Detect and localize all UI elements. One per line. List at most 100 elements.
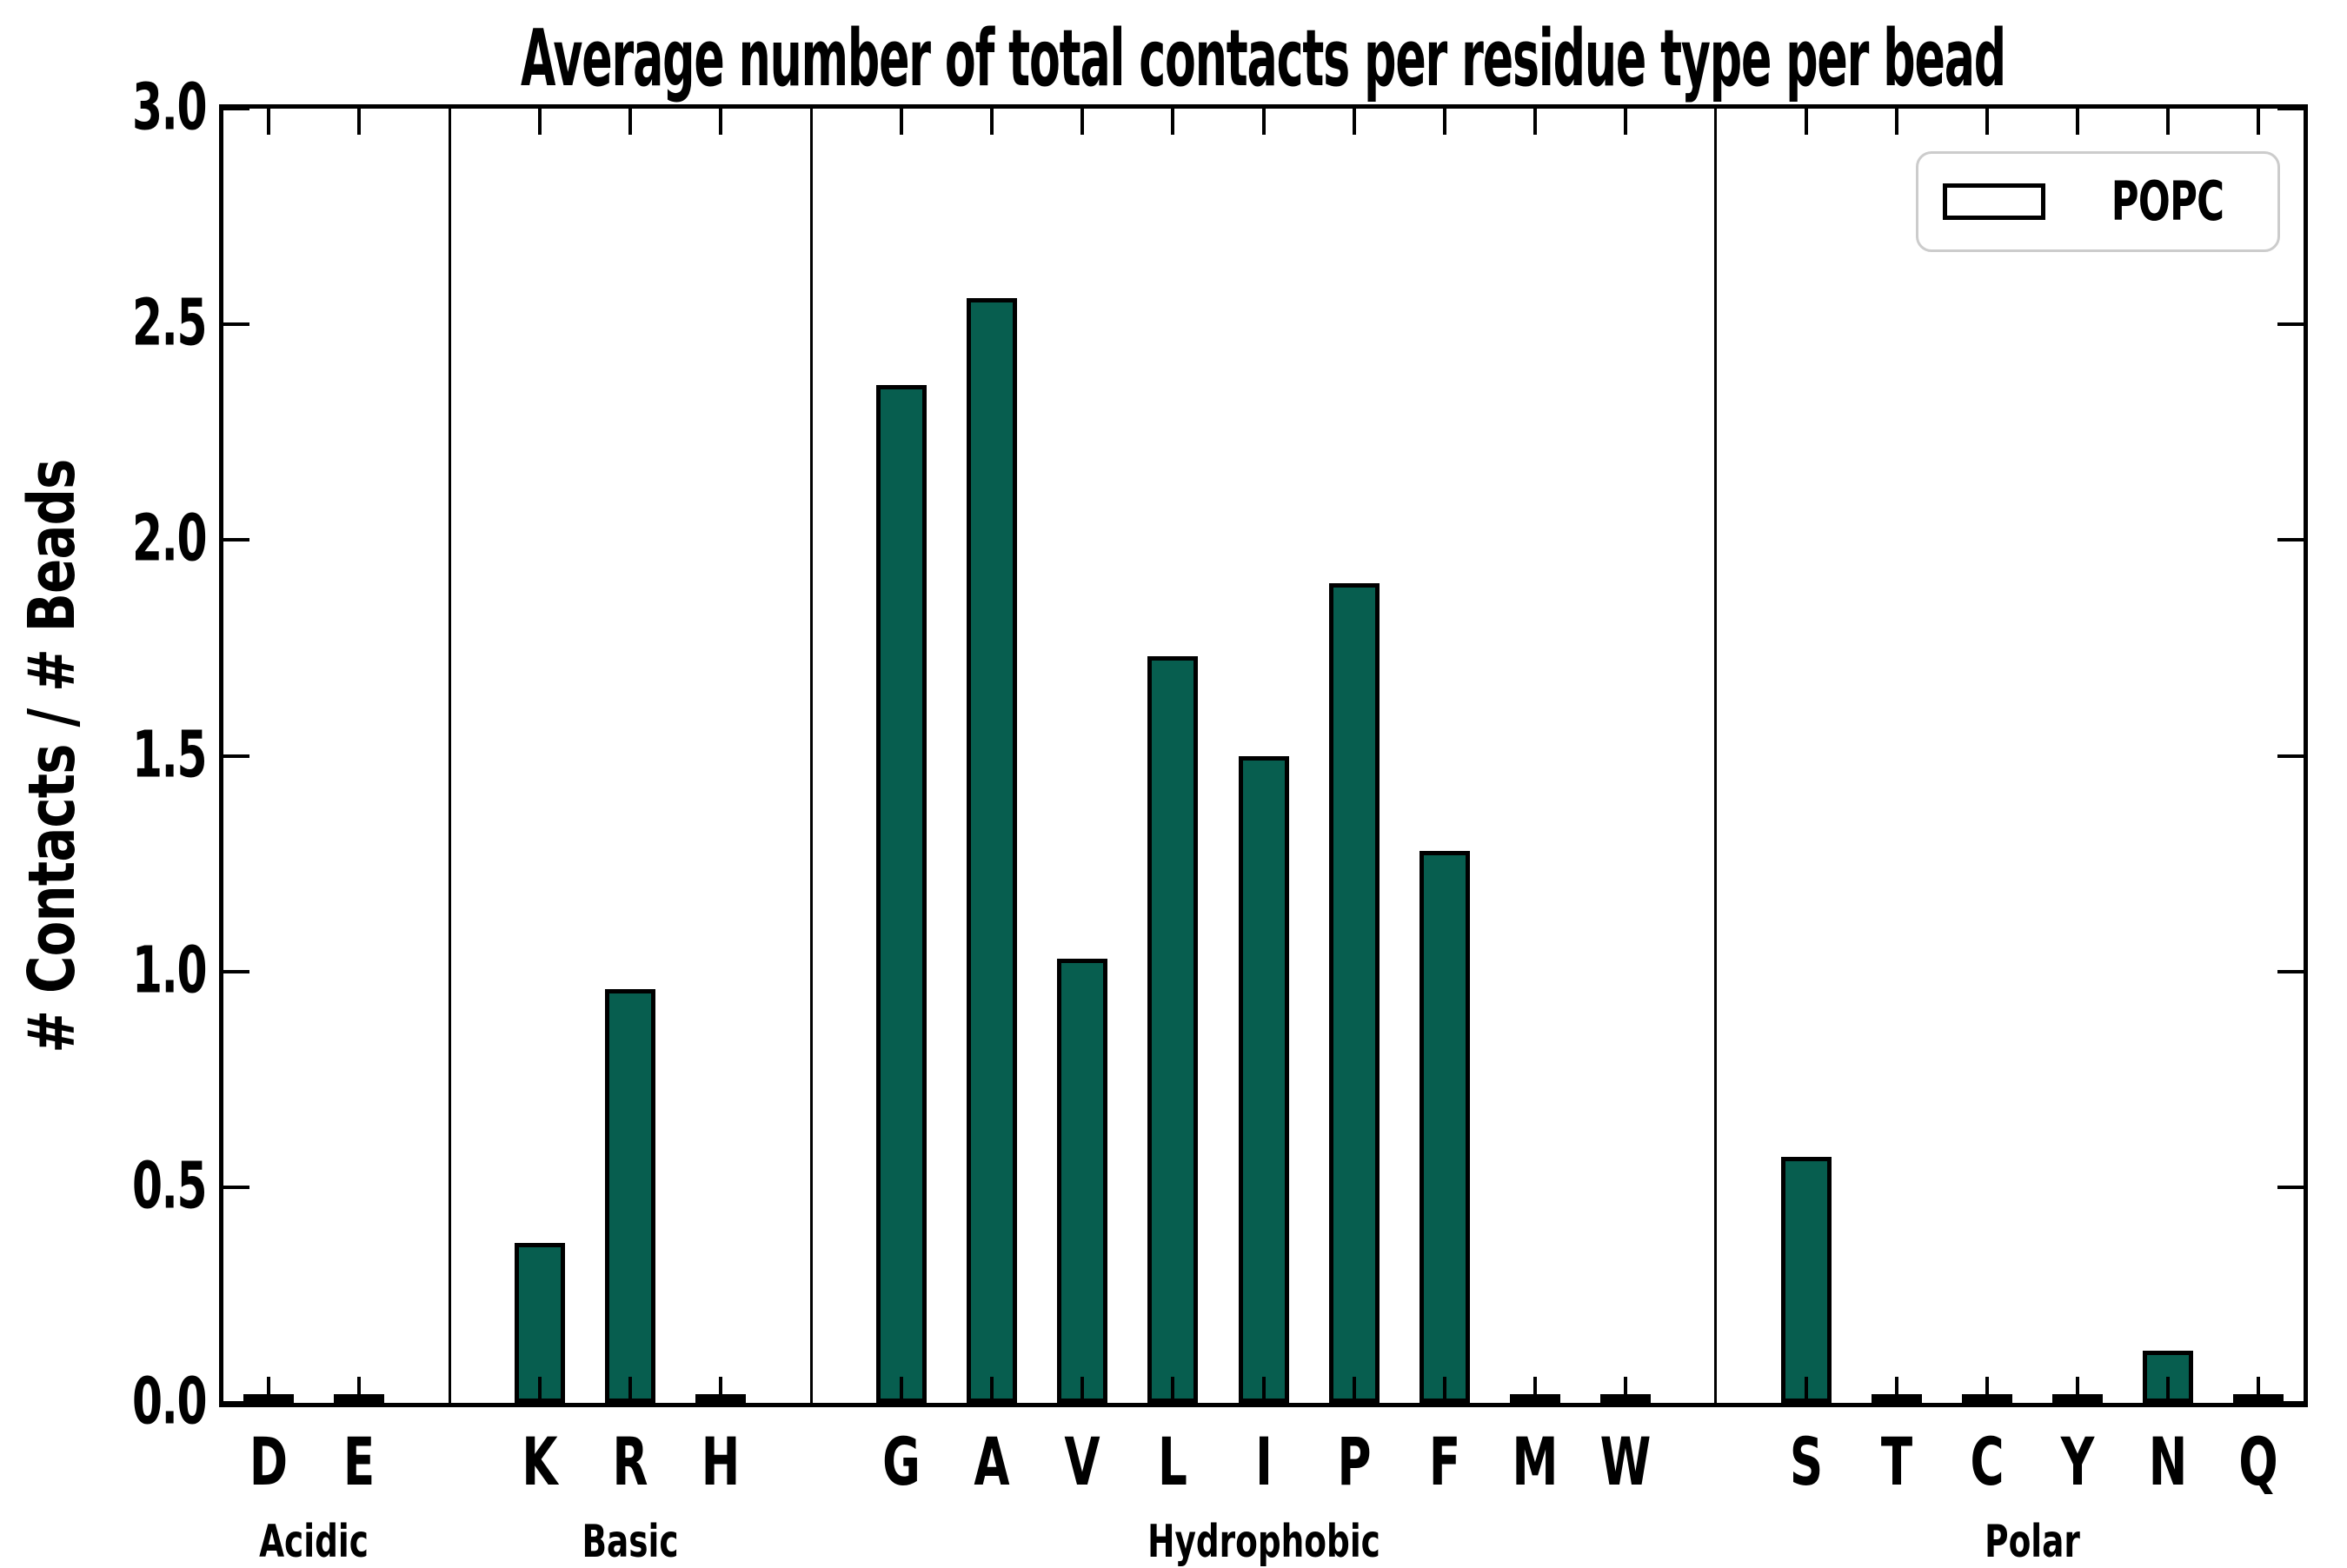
x-tick-top-V bbox=[1080, 109, 1085, 135]
x-category-label-R: R bbox=[612, 1423, 648, 1500]
x-category-label-D: D bbox=[249, 1423, 289, 1500]
group-separator bbox=[809, 109, 813, 1403]
y-tick-left-0.5 bbox=[223, 1185, 249, 1189]
x-tick-top-H bbox=[719, 109, 723, 135]
bar-F bbox=[1419, 850, 1470, 1403]
y-tick-label-1.0: 1.0 bbox=[131, 932, 207, 1007]
x-tick-top-K bbox=[538, 109, 542, 135]
bar-I bbox=[1238, 755, 1289, 1403]
bar-A bbox=[967, 298, 1018, 1403]
x-category-label-E: E bbox=[342, 1423, 376, 1500]
x-tick-bottom-L bbox=[1171, 1377, 1175, 1403]
bar-K bbox=[515, 1243, 566, 1403]
x-tick-bottom-N bbox=[2165, 1377, 2170, 1403]
bar-S bbox=[1780, 1157, 1832, 1403]
y-tick-right-2.0 bbox=[2277, 538, 2304, 542]
x-category-label-K: K bbox=[522, 1423, 558, 1500]
x-tick-top-S bbox=[1804, 109, 1808, 135]
x-tick-top-D bbox=[267, 109, 271, 135]
y-tick-left-2.0 bbox=[223, 538, 249, 542]
x-category-label-M: M bbox=[1512, 1423, 1559, 1500]
x-tick-top-C bbox=[1985, 109, 1989, 135]
x-category-label-Y: Y bbox=[2060, 1423, 2095, 1500]
x-tick-bottom-S bbox=[1804, 1377, 1808, 1403]
y-tick-left-3.0 bbox=[223, 107, 249, 110]
bar-L bbox=[1147, 656, 1199, 1403]
bar-P bbox=[1328, 582, 1380, 1403]
group-label-acidic: Acidic bbox=[259, 1516, 369, 1568]
x-category-label-F: F bbox=[1428, 1423, 1460, 1500]
x-category-label-G: G bbox=[882, 1423, 921, 1500]
x-category-label-C: C bbox=[1970, 1423, 2005, 1500]
x-tick-bottom-R bbox=[628, 1377, 633, 1403]
x-tick-bottom-Q bbox=[2256, 1377, 2260, 1403]
x-tick-bottom-A bbox=[990, 1377, 994, 1403]
group-label-polar: Polar bbox=[1984, 1516, 2080, 1568]
group-separator bbox=[448, 109, 451, 1403]
x-category-label-Q: Q bbox=[2238, 1423, 2278, 1500]
x-tick-bottom-V bbox=[1080, 1377, 1085, 1403]
x-category-label-T: T bbox=[1880, 1423, 1912, 1500]
y-tick-label-0.0: 0.0 bbox=[131, 1364, 207, 1439]
x-tick-bottom-P bbox=[1352, 1377, 1356, 1403]
y-tick-right-3.0 bbox=[2277, 107, 2304, 110]
x-tick-bottom-C bbox=[1985, 1377, 1989, 1403]
y-tick-right-1.0 bbox=[2277, 969, 2304, 973]
x-tick-top-M bbox=[1533, 109, 1537, 135]
x-tick-top-T bbox=[1894, 109, 1898, 135]
legend-label-popc: POPC bbox=[2111, 169, 2224, 233]
y-tick-left-1.5 bbox=[223, 754, 249, 758]
y-tick-left-1.0 bbox=[223, 969, 249, 973]
x-tick-bottom-W bbox=[1623, 1377, 1627, 1403]
x-tick-top-N bbox=[2165, 109, 2170, 135]
x-tick-top-R bbox=[628, 109, 633, 135]
x-tick-top-P bbox=[1352, 109, 1356, 135]
x-tick-top-I bbox=[1261, 109, 1266, 135]
x-tick-top-W bbox=[1623, 109, 1627, 135]
x-tick-bottom-M bbox=[1533, 1377, 1537, 1403]
legend: POPC bbox=[1915, 151, 2280, 252]
y-tick-right-0.0 bbox=[2277, 1401, 2304, 1405]
x-tick-top-E bbox=[357, 109, 362, 135]
bar-V bbox=[1057, 958, 1108, 1403]
x-tick-bottom-E bbox=[357, 1377, 362, 1403]
x-tick-bottom-K bbox=[538, 1377, 542, 1403]
y-tick-left-0.0 bbox=[223, 1401, 249, 1405]
x-tick-top-Q bbox=[2256, 109, 2260, 135]
x-tick-bottom-I bbox=[1261, 1377, 1266, 1403]
x-tick-bottom-H bbox=[719, 1377, 723, 1403]
y-tick-right-1.5 bbox=[2277, 754, 2304, 758]
x-category-label-I: I bbox=[1254, 1423, 1273, 1500]
x-tick-top-A bbox=[990, 109, 994, 135]
y-tick-right-0.5 bbox=[2277, 1185, 2304, 1189]
x-category-label-L: L bbox=[1158, 1423, 1188, 1500]
x-category-label-S: S bbox=[1789, 1423, 1823, 1500]
bar-R bbox=[605, 988, 656, 1403]
bar-G bbox=[876, 384, 927, 1403]
legend-swatch-popc bbox=[1942, 183, 2045, 220]
x-category-label-W: W bbox=[1599, 1423, 1652, 1500]
x-category-label-H: H bbox=[701, 1423, 741, 1500]
y-tick-label-2.0: 2.0 bbox=[131, 501, 207, 576]
x-tick-top-G bbox=[900, 109, 904, 135]
x-category-label-N: N bbox=[2148, 1423, 2188, 1500]
group-label-hydrophobic: Hydrophobic bbox=[1147, 1516, 1380, 1568]
x-tick-top-F bbox=[1442, 109, 1446, 135]
x-tick-top-Y bbox=[2075, 109, 2079, 135]
x-tick-bottom-T bbox=[1894, 1377, 1898, 1403]
group-label-basic: Basic bbox=[582, 1516, 679, 1568]
x-category-label-P: P bbox=[1337, 1423, 1372, 1500]
y-tick-label-1.5: 1.5 bbox=[131, 716, 207, 792]
x-tick-bottom-D bbox=[267, 1377, 271, 1403]
x-tick-bottom-G bbox=[900, 1377, 904, 1403]
y-tick-left-2.5 bbox=[223, 322, 249, 327]
x-tick-bottom-F bbox=[1442, 1377, 1446, 1403]
plot-area: POPC bbox=[219, 104, 2308, 1407]
x-tick-top-L bbox=[1171, 109, 1175, 135]
group-separator bbox=[1714, 109, 1718, 1403]
x-category-label-V: V bbox=[1064, 1423, 1100, 1500]
chart-title: Average number of total contacts per res… bbox=[521, 13, 2006, 104]
x-category-label-A: A bbox=[974, 1423, 1010, 1500]
x-tick-bottom-Y bbox=[2075, 1377, 2079, 1403]
